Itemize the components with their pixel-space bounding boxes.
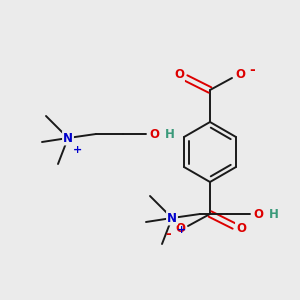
Text: -: - — [165, 227, 171, 241]
Text: O: O — [236, 223, 246, 236]
Text: O: O — [235, 68, 245, 82]
Text: O: O — [149, 128, 159, 140]
Text: H: H — [165, 128, 175, 140]
Text: O: O — [175, 223, 185, 236]
Text: N: N — [63, 131, 73, 145]
Text: O: O — [174, 68, 184, 82]
Text: O: O — [253, 208, 263, 220]
Text: +: + — [74, 145, 82, 155]
Text: -: - — [249, 63, 255, 77]
Text: H: H — [269, 208, 279, 220]
Text: N: N — [167, 212, 177, 224]
Text: +: + — [177, 225, 187, 235]
